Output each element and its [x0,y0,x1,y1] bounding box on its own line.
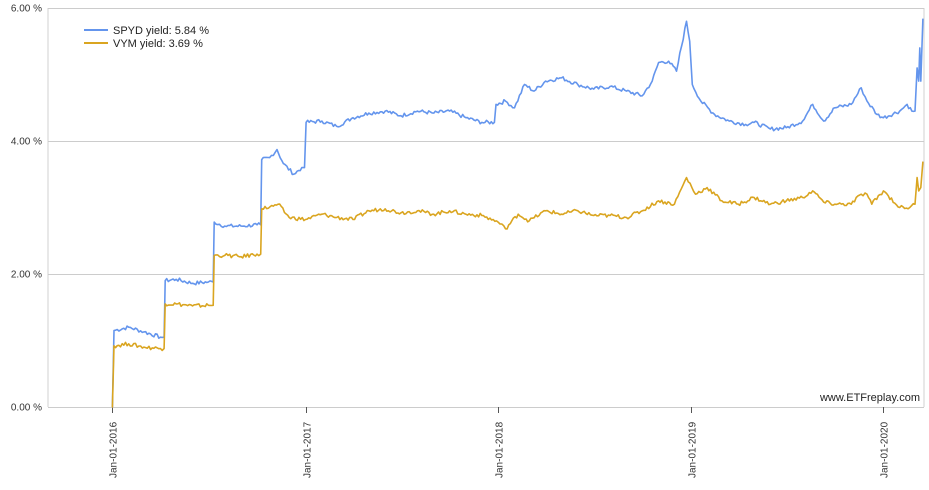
y-axis-ticks: 0.00 % 2.00 % 4.00 % 6.00 % [11,4,42,414]
y-tick-label: 4.00 % [11,137,42,148]
grid-lines [47,8,925,408]
x-tick-label: Jan-01-2017 [303,421,314,478]
y-tick-label: 6.00 % [11,4,42,15]
series-line-vym [111,161,924,408]
y-tick-label: 2.00 % [11,270,42,281]
legend: SPYD yield: 5.84 % VYM yield: 3.69 % [84,25,209,50]
legend-label-vym: VYM yield: 3.69 % [113,38,203,50]
x-tick-label: Jan-01-2019 [688,421,699,478]
legend-label-spyd: SPYD yield: 5.84 % [113,25,209,37]
series-lines [111,18,924,408]
x-tick-label: Jan-01-2020 [880,421,891,478]
y-tick-label: 0.00 % [11,403,42,414]
watermark: www.ETFreplay.com [819,392,920,404]
series-line-spyd [111,18,924,408]
x-tick-label: Jan-01-2016 [109,421,120,478]
x-axis-ticks: Jan-01-2016 Jan-01-2017 Jan-01-2018 Jan-01-… [109,407,891,478]
x-tick-label: Jan-01-2018 [495,421,506,478]
